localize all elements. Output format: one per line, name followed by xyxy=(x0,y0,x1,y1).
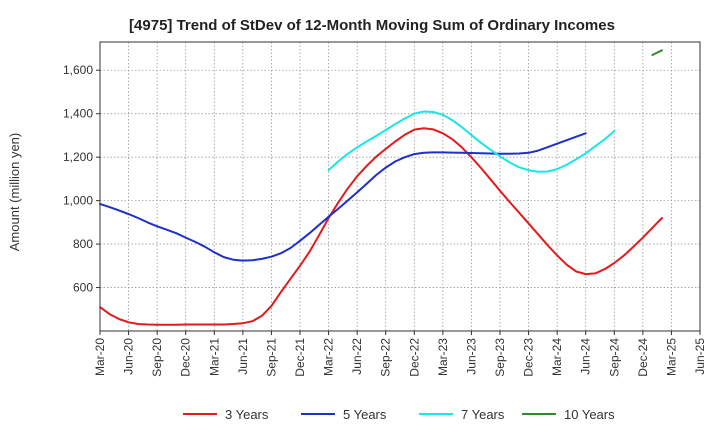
plot-border xyxy=(99,41,701,332)
series-line-7-years xyxy=(327,110,616,173)
x-tick-label: Dec-21 xyxy=(293,338,307,377)
legend-label: 10 Years xyxy=(564,407,615,422)
y-tick-label: 600 xyxy=(73,281,93,295)
legend: 3 Years 5 Years 7 Years 10 Years xyxy=(183,407,615,422)
legend-label: 7 Years xyxy=(461,407,505,422)
legend-label: 5 Years xyxy=(343,407,387,422)
series-lines xyxy=(99,49,663,326)
grid xyxy=(100,42,700,331)
y-axis-label: Amount (million yen) xyxy=(7,133,22,252)
x-tick-label: Dec-24 xyxy=(636,338,650,377)
x-tick-label: Mar-22 xyxy=(322,338,336,376)
x-tick-label: Dec-22 xyxy=(407,338,421,377)
chart-title: [4975] Trend of StDev of 12-Month Moving… xyxy=(129,17,615,34)
x-tick-label: Jun-25 xyxy=(693,338,707,375)
x-tick-label: Sep-24 xyxy=(607,338,621,377)
x-tick-label: Sep-22 xyxy=(379,338,393,377)
x-tick-label: Mar-21 xyxy=(207,338,221,376)
x-tick-label: Mar-20 xyxy=(93,338,107,376)
x-tick-label: Jun-23 xyxy=(464,338,478,375)
x-tick-label: Sep-20 xyxy=(150,338,164,377)
x-tick-label: Mar-25 xyxy=(664,338,678,376)
x-tick-label: Jun-21 xyxy=(236,338,250,375)
x-tick-label: Mar-24 xyxy=(550,338,564,376)
x-tick-label: Mar-23 xyxy=(436,338,450,376)
y-axis: 600 800 1,000 1,200 1,400 1,600 xyxy=(63,63,100,295)
series-line-10-years xyxy=(651,49,663,56)
legend-label: 3 Years xyxy=(225,407,269,422)
x-tick-label: Sep-23 xyxy=(493,338,507,377)
x-tick-label: Sep-21 xyxy=(264,338,278,377)
x-axis: Mar-20 Jun-20 Sep-20 Dec-20 Mar-21 Jun-21 Sep-… xyxy=(93,331,707,377)
series-line-5-years xyxy=(99,132,587,262)
x-tick-label: Jun-20 xyxy=(122,338,136,375)
y-tick-label: 1,400 xyxy=(63,107,93,121)
x-tick-label: Dec-23 xyxy=(522,338,536,377)
x-tick-label: Jun-24 xyxy=(579,338,593,375)
series-line-3-years xyxy=(99,127,663,326)
plot-area xyxy=(100,42,700,331)
x-tick-label: Dec-20 xyxy=(179,338,193,377)
y-tick-label: 800 xyxy=(73,237,93,251)
x-tick-label: Jun-22 xyxy=(350,338,364,375)
y-tick-label: 1,000 xyxy=(63,194,93,208)
y-tick-label: 1,600 xyxy=(63,63,93,77)
y-tick-label: 1,200 xyxy=(63,150,93,164)
